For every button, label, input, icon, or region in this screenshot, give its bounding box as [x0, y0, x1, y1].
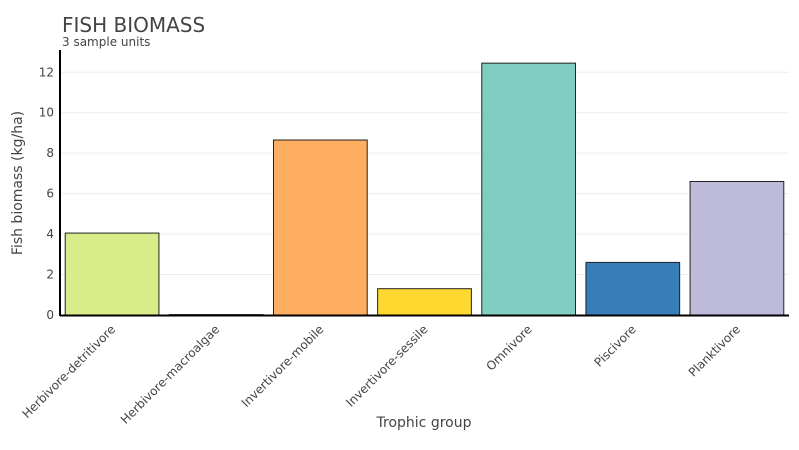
x-tick-label: Invertivore-sessile [343, 322, 430, 409]
bar-planktivore [689, 180, 785, 316]
x-tick-label: Omnivore [483, 322, 534, 373]
bar-piscivore [585, 261, 681, 316]
y-tick-label: 6 [46, 187, 54, 201]
y-tick-label: 2 [46, 268, 54, 282]
y-tick-label: 4 [46, 227, 54, 241]
x-tick-label: Planktivore [686, 322, 743, 379]
y-tick-label: 10 [39, 106, 54, 120]
chart-title: FISH BIOMASS [62, 13, 205, 37]
y-tick-label: 12 [39, 65, 54, 79]
bar-omnivore [481, 62, 577, 316]
x-tick-label: Herbivore-macroalgae [118, 322, 223, 427]
x-tick-label: Piscivore [592, 322, 639, 369]
x-axis-title: Trophic group [376, 415, 472, 431]
chart-subtitle: 3 sample units [62, 35, 150, 49]
y-axis-title: Fish biomass (kg/ha) [10, 111, 26, 255]
x-tick-label: Herbivore-detritivore [19, 322, 118, 421]
bars [64, 62, 785, 316]
y-tick-labels: 0 2 4 6 8 10 12 [39, 65, 54, 322]
x-tick-label: Invertivore-mobile [239, 322, 327, 410]
gridlines [60, 71, 789, 276]
bar-invertivore-mobile [272, 139, 368, 316]
bar-herbivore-detritivore [64, 232, 160, 316]
y-tick-label: 8 [46, 146, 54, 160]
bar-invertivore-sessile [377, 288, 472, 316]
y-tick-label: 0 [46, 308, 54, 322]
x-tick-labels: Herbivore-detritivore Herbivore-macroalga… [19, 322, 743, 427]
